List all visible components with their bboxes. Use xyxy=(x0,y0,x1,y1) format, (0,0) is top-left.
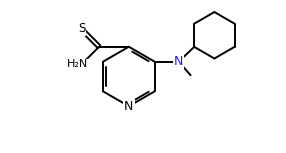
Text: H₂N: H₂N xyxy=(67,59,88,69)
Text: N: N xyxy=(124,100,134,113)
Text: S: S xyxy=(78,22,85,35)
Text: N: N xyxy=(174,55,183,68)
